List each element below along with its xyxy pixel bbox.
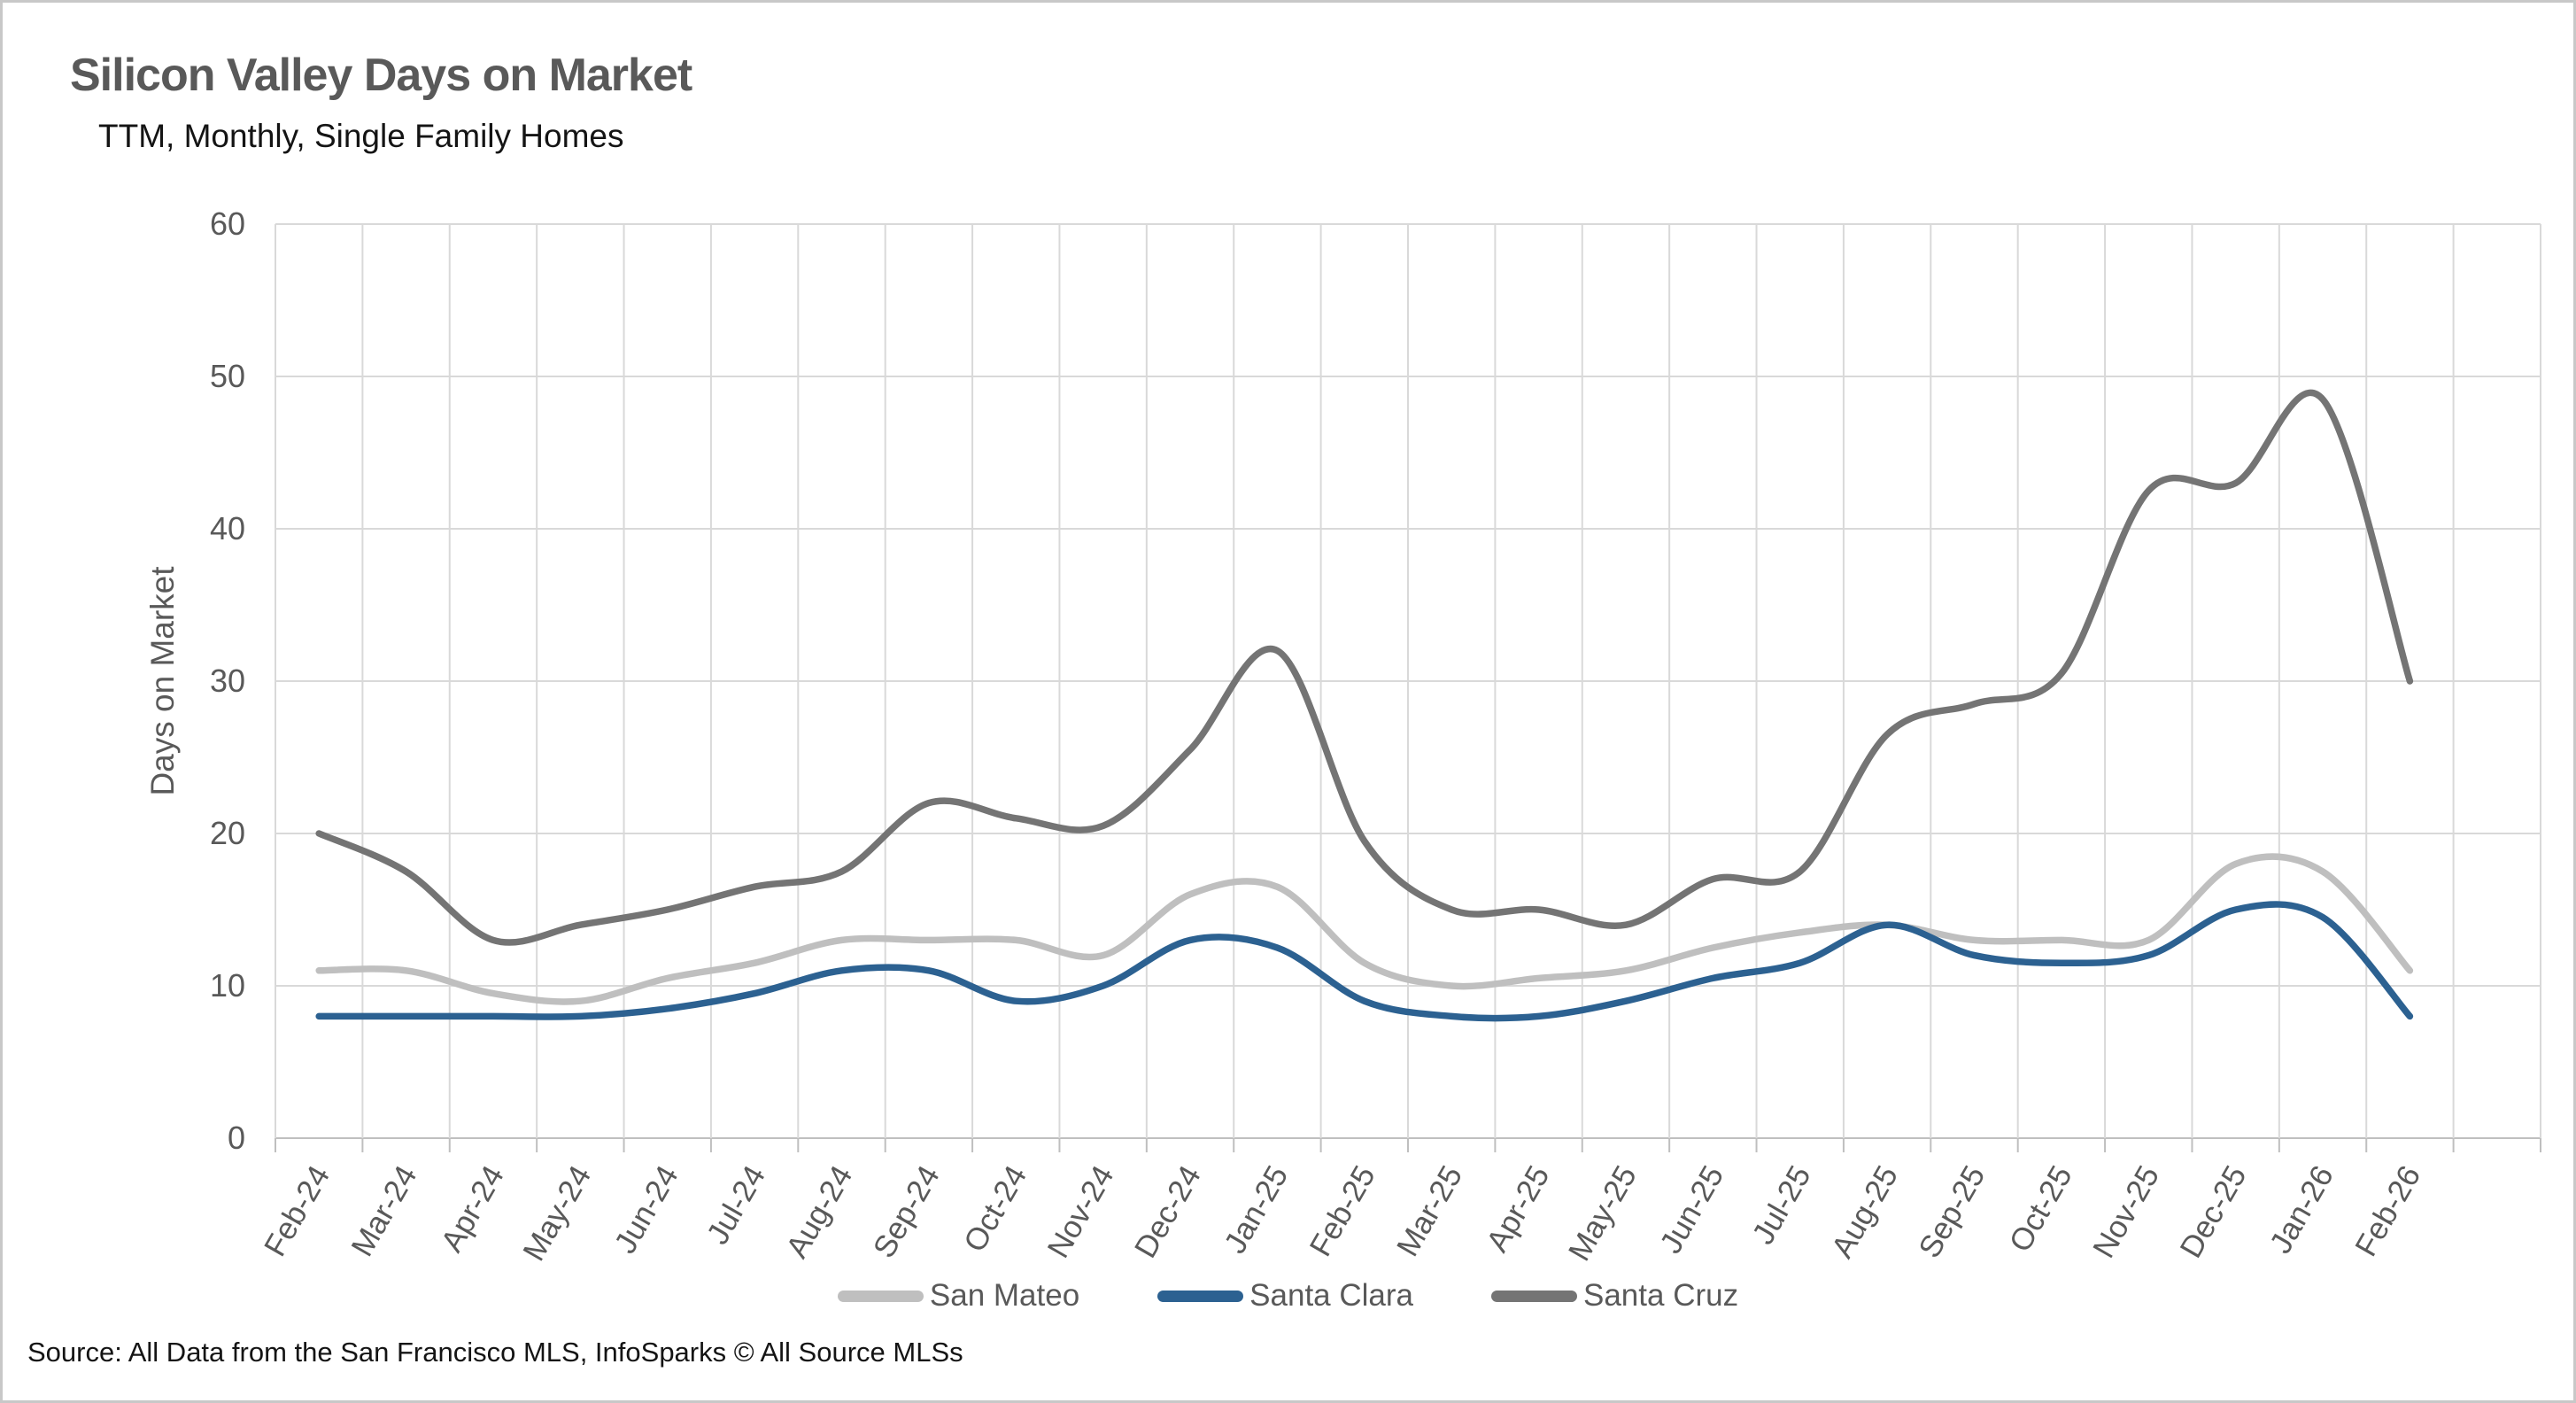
x-tick-label: Dec-25 — [2173, 1160, 2253, 1264]
y-axis-title: Days on Market — [144, 566, 181, 796]
source-note: Source: All Data from the San Francisco … — [27, 1337, 963, 1368]
x-tick-label: Oct-25 — [2003, 1160, 2079, 1258]
x-tick-label: Jun-24 — [607, 1160, 685, 1260]
series-line-san-mateo — [315, 853, 2414, 1005]
x-tick-label: Feb-25 — [1303, 1160, 1382, 1263]
x-tick-label: Feb-24 — [258, 1160, 337, 1263]
legend-label: Santa Clara — [1249, 1278, 1413, 1313]
legend-label: San Mateo — [929, 1278, 1080, 1313]
series-line-santa-clara — [315, 901, 2414, 1022]
y-tick-label: 20 — [210, 815, 245, 851]
legend-item-san-mateo: San Mateo — [837, 1278, 1080, 1314]
legend-swatch-santa-cruz — [1491, 1290, 1577, 1302]
x-tick-label: Sep-25 — [1912, 1160, 1992, 1264]
y-tick-label: 40 — [210, 510, 245, 546]
x-tick-label: Oct-24 — [957, 1160, 1033, 1258]
legend-item-santa-cruz: Santa Cruz — [1491, 1278, 1738, 1314]
y-tick-label: 60 — [210, 205, 245, 242]
legend-item-santa-clara: Santa Clara — [1157, 1278, 1413, 1314]
x-tick-label: Jan-26 — [2263, 1160, 2340, 1260]
x-tick-label: Aug-24 — [779, 1160, 859, 1264]
chart-plot: Days on Market 0 10 20 30 40 50 60 Feb-24 Mar-24… — [144, 205, 2541, 1267]
legend-label: Santa Cruz — [1583, 1278, 1739, 1313]
x-tick-label: May-25 — [1562, 1160, 1644, 1267]
x-tick-label: May-24 — [516, 1160, 598, 1267]
x-tick-label: Jan-25 — [1218, 1160, 1295, 1260]
x-tick-label: Mar-24 — [344, 1160, 423, 1263]
y-tick-label: 30 — [210, 663, 245, 699]
x-tick-label: Nov-25 — [2086, 1160, 2166, 1264]
legend-swatch-santa-clara — [1157, 1290, 1244, 1302]
x-tick-label: Dec-24 — [1128, 1160, 1208, 1264]
y-tick-label: 50 — [210, 358, 245, 394]
y-tick-label: 10 — [210, 967, 245, 1004]
x-tick-label: Jun-25 — [1653, 1160, 1730, 1260]
x-tick-label: Apr-25 — [1480, 1160, 1556, 1258]
x-tick-label: Jul-24 — [700, 1160, 772, 1251]
y-tick-label: 0 — [228, 1120, 245, 1156]
chart-subtitle: TTM, Monthly, Single Family Homes — [98, 118, 624, 154]
x-tick-label: Feb-26 — [2348, 1160, 2427, 1263]
series-line-santa-cruz — [315, 389, 2414, 946]
legend-swatch-san-mateo — [837, 1290, 924, 1302]
x-tick-label: Nov-24 — [1040, 1160, 1120, 1264]
x-tick-label: Jul-25 — [1745, 1160, 1817, 1251]
chart-title: Silicon Valley Days on Market — [70, 50, 692, 101]
x-tick-label: Aug-25 — [1825, 1160, 1905, 1264]
x-tick-label: Sep-24 — [867, 1160, 947, 1264]
x-tick-label: Apr-24 — [435, 1160, 511, 1258]
legend: San Mateo Santa Clara Santa Cruz — [3, 1278, 2573, 1314]
x-tick-label: Mar-25 — [1390, 1160, 1469, 1263]
